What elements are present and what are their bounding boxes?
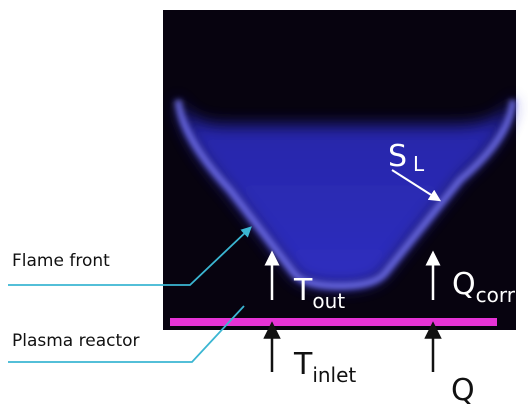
label-sub: L	[413, 152, 425, 176]
page: {"labels": { "flame_speed": {"main": "S"…	[0, 0, 528, 414]
flame-front-label: Flame front	[12, 251, 110, 271]
label-sub: inlet	[312, 363, 356, 387]
label-sub: corr	[476, 283, 516, 307]
label-sub: out	[312, 289, 345, 313]
plasma-reactor-bar	[170, 318, 497, 326]
t-inlet-label: Tinlet	[293, 347, 356, 387]
diagram: SL Tout Qcorr Flame front Plasma reactor…	[0, 0, 528, 414]
label-main: T	[293, 347, 313, 382]
plasma-reactor-label: Plasma reactor	[12, 331, 140, 351]
label-main: T	[293, 273, 313, 308]
label-main: S	[388, 139, 407, 174]
q-label: Q	[451, 373, 475, 408]
label-main: Q	[452, 267, 476, 302]
